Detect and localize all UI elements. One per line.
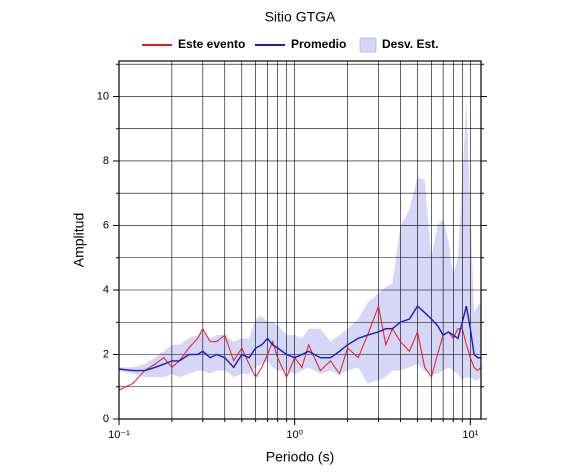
y-tick-label: 6 bbox=[103, 219, 109, 231]
y-tick-label: 4 bbox=[103, 284, 109, 296]
y-axis-label: Amplitud bbox=[71, 213, 87, 267]
x-tick-label: 10⁰ bbox=[286, 429, 303, 441]
y-tick-label: 10 bbox=[97, 90, 109, 102]
y-tick-label: 8 bbox=[103, 155, 109, 167]
legend-swatch bbox=[359, 37, 377, 53]
x-tick-label: 10⁻¹ bbox=[108, 429, 130, 441]
legend-label: Promedio bbox=[291, 37, 346, 51]
std-band bbox=[119, 102, 481, 384]
series-line bbox=[118, 305, 481, 372]
legend-label: Desv. Est. bbox=[382, 37, 438, 51]
x-axis-label: Periodo (s) bbox=[266, 449, 334, 465]
y-tick-label: 0 bbox=[103, 413, 109, 425]
y-tick-label: 2 bbox=[103, 348, 109, 360]
x-tick-label: 10¹ bbox=[462, 429, 478, 441]
legend-label: Este evento bbox=[178, 37, 245, 51]
chart-title: Sitio GTGA bbox=[265, 9, 336, 25]
plot-frame bbox=[118, 60, 482, 420]
